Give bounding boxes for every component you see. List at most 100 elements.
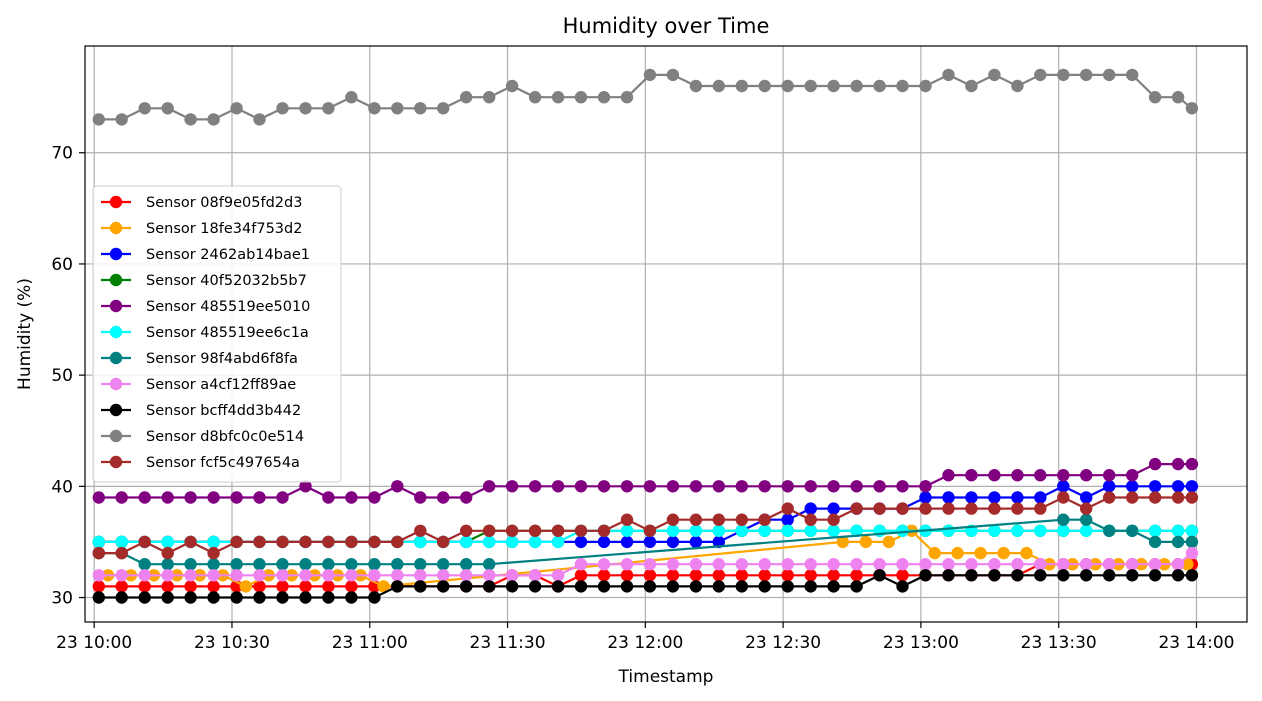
data-point (827, 569, 840, 582)
legend-label: Sensor 08f9e05fd2d3 (146, 195, 302, 211)
data-point (207, 580, 220, 593)
data-point (643, 535, 657, 549)
data-point (620, 569, 634, 582)
legend-marker (109, 195, 123, 209)
data-point (896, 580, 909, 593)
x-axis: 23 10:00 23 10:30 23 11:00 23 11:30 23 12:00… (56, 622, 1234, 653)
data-point (827, 580, 840, 593)
data-point (758, 580, 771, 593)
series-9 (92, 569, 1199, 604)
data-point (253, 491, 266, 504)
data-point (161, 569, 174, 582)
legend-label: Sensor fcf5c497654a (146, 455, 300, 471)
data-point (1011, 524, 1024, 537)
data-point (712, 79, 725, 93)
data-point (620, 558, 634, 571)
data-point (322, 535, 335, 549)
data-point (1011, 558, 1024, 571)
data-point (758, 524, 771, 537)
data-point (528, 535, 542, 549)
data-point (184, 591, 197, 604)
y-axis: 30 40 50 60 70 (51, 144, 85, 609)
data-point (299, 102, 312, 115)
data-point (1034, 469, 1047, 482)
data-point (1126, 524, 1139, 537)
data-point (873, 79, 886, 93)
data-point (207, 591, 220, 604)
x-tick-label: 23 13:00 (883, 633, 959, 653)
data-point (138, 569, 151, 582)
data-point (138, 102, 151, 115)
data-point (1080, 558, 1093, 571)
data-point (551, 480, 565, 493)
data-point (689, 569, 703, 582)
data-point (689, 480, 703, 493)
data-point (1103, 558, 1116, 571)
data-point (574, 524, 588, 537)
data-point (230, 558, 243, 571)
data-point (207, 113, 220, 126)
data-point (988, 502, 1001, 515)
data-point (974, 546, 987, 560)
data-point (368, 102, 381, 115)
data-point (1126, 469, 1139, 482)
data-point (804, 502, 817, 515)
data-point (689, 513, 703, 526)
data-point (1034, 502, 1047, 515)
data-point (643, 580, 657, 593)
data-point (896, 558, 909, 571)
data-point (597, 91, 611, 104)
legend-item: Sensor bcff4dd3b442 (101, 403, 301, 419)
legend-label: Sensor d8bfc0c0e514 (146, 429, 304, 445)
data-point (574, 480, 588, 493)
data-point (1034, 569, 1047, 582)
data-point (1171, 558, 1185, 571)
data-point (1011, 469, 1024, 482)
data-point (437, 491, 450, 504)
data-point (951, 546, 964, 560)
data-point (1126, 68, 1139, 82)
data-point (391, 580, 404, 593)
data-point (1011, 79, 1024, 93)
data-point (965, 569, 978, 582)
data-point (115, 591, 128, 604)
data-point (689, 79, 703, 93)
data-point (207, 558, 220, 571)
data-point (322, 569, 335, 582)
data-point (184, 113, 197, 126)
data-point (928, 546, 941, 560)
data-point (896, 524, 909, 537)
y-tick-label: 50 (51, 366, 73, 386)
data-point (299, 535, 312, 549)
data-point (138, 491, 151, 504)
data-point (781, 79, 794, 93)
data-point (483, 558, 496, 571)
data-point (299, 591, 312, 604)
data-point (184, 569, 197, 582)
data-point (1103, 491, 1116, 504)
data-point (460, 558, 473, 571)
legend-label: Sensor 485519ee5010 (146, 299, 310, 315)
data-point (620, 480, 634, 493)
data-point (92, 546, 106, 560)
data-point (1034, 491, 1047, 504)
data-point (391, 535, 404, 549)
data-point (1080, 469, 1093, 482)
data-point (161, 535, 174, 549)
data-point (1171, 491, 1185, 504)
data-point (735, 524, 748, 537)
data-point (758, 513, 771, 526)
data-point (161, 102, 174, 115)
data-point (230, 569, 243, 582)
data-point (804, 569, 817, 582)
data-point (1148, 91, 1162, 104)
data-point (483, 569, 496, 582)
data-point (1057, 469, 1070, 482)
data-point (1185, 524, 1199, 537)
data-point (942, 569, 955, 582)
data-point (138, 591, 151, 604)
data-point (712, 580, 725, 593)
data-point (1126, 480, 1139, 493)
data-point (299, 558, 312, 571)
